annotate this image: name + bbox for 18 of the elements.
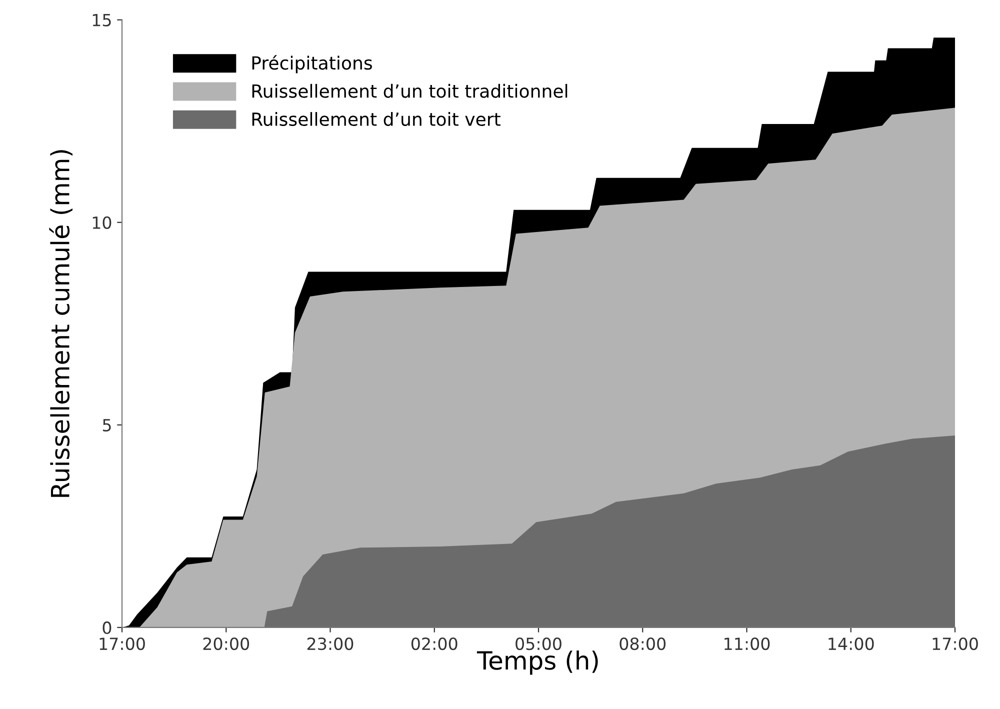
x-axis-title: Temps (h) — [476, 650, 598, 675]
x-tick-label: 02:00 — [411, 637, 458, 650]
x-tick-label: 20:00 — [203, 637, 250, 650]
y-tick-label: 10 — [92, 216, 112, 229]
x-tick-label: 05:00 — [516, 637, 562, 650]
legend-label: Précipitations — [252, 55, 372, 74]
x-tick-label: 17:00 — [100, 637, 145, 650]
x-tick-label: 17:00 — [932, 637, 978, 650]
legend-label: Ruissellement d’un toit traditionnel — [252, 84, 568, 98]
x-tick-label: 23:00 — [307, 637, 354, 650]
legend-label: Ruissellement d’un toit vert — [252, 112, 500, 126]
y-tick-label: 15 — [92, 14, 111, 26]
y-axis-title: Ruissellement cumulé (mm) — [49, 150, 72, 497]
x-tick-label: 11:00 — [724, 637, 770, 650]
x-tick-label: 14:00 — [828, 637, 874, 650]
y-tick-label: 5 — [102, 419, 111, 432]
y-tick-label: 0 — [102, 621, 112, 634]
x-tick-label: 08:00 — [620, 637, 666, 650]
